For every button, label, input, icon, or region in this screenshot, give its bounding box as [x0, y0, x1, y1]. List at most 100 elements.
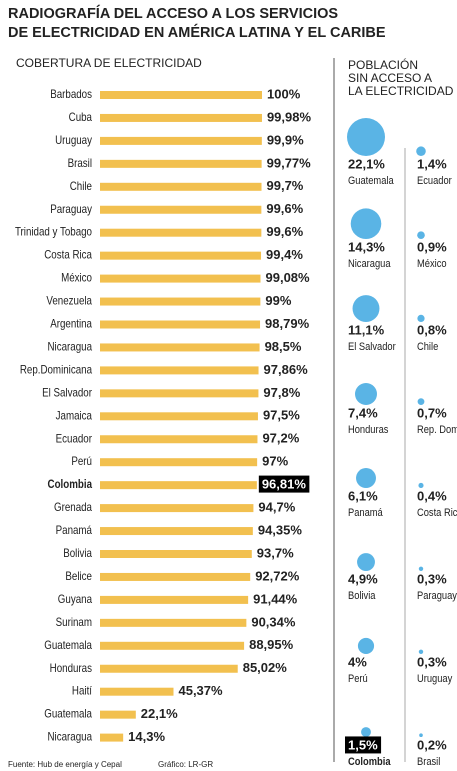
bubble	[416, 146, 426, 156]
bar	[100, 710, 136, 719]
category-label: Colombia	[48, 478, 93, 491]
bar	[100, 297, 261, 306]
category-label: Panamá	[56, 524, 92, 537]
source: Fuente: Hub de energía y Cepal	[8, 760, 122, 769]
category-label: México	[417, 258, 447, 270]
bar	[100, 389, 259, 398]
category-label: Colombia	[348, 756, 391, 768]
bar	[100, 572, 251, 581]
value-label: 90,34%	[251, 614, 296, 629]
category-label: Belice	[65, 570, 92, 583]
bubble	[350, 208, 382, 239]
category-label: Argentina	[50, 318, 92, 331]
category-label: Nicaragua	[348, 258, 391, 270]
category-label: Perú	[71, 456, 92, 469]
bubble	[361, 727, 371, 738]
bar	[100, 159, 262, 168]
bubble	[417, 398, 425, 405]
bar	[100, 412, 258, 421]
bar	[100, 527, 253, 536]
bar	[100, 550, 252, 558]
bar	[100, 504, 254, 513]
value-label: 99,9%	[267, 132, 304, 147]
category-label: México	[61, 272, 92, 285]
value-label: 0,9%	[417, 239, 447, 254]
bubble	[357, 637, 375, 655]
value-label: 91,44%	[253, 591, 298, 606]
bar	[100, 664, 238, 673]
bar	[100, 687, 174, 696]
bar	[100, 618, 247, 627]
category-label: Guatemala	[44, 708, 92, 721]
category-label: Venezuela	[46, 295, 92, 308]
category-label: Surinam	[56, 616, 92, 629]
category-label: Guatemala	[44, 639, 92, 652]
category-label: Cuba	[69, 111, 92, 124]
category-label: Honduras	[348, 424, 388, 436]
bubble	[352, 295, 380, 322]
value-label: 98,5%	[265, 339, 302, 354]
bar	[100, 91, 262, 99]
value-label: 1,5%	[348, 737, 378, 752]
bar	[100, 182, 262, 191]
value-label: 97,86%	[264, 362, 309, 377]
bar	[100, 595, 249, 604]
category-label: Barbados	[50, 88, 92, 101]
bar	[100, 136, 262, 145]
value-label: 11,1%	[348, 322, 385, 337]
category-label: Grenada	[54, 501, 92, 514]
highlight-box	[258, 475, 310, 493]
value-label: 99,77%	[267, 155, 312, 170]
title-line: RADIOGRAFÍA DEL ACCESO A LOS SERVICIOS	[8, 5, 338, 22]
bubble	[418, 482, 424, 488]
value-label: 99,98%	[267, 109, 312, 124]
category-label: Guyana	[58, 593, 92, 606]
bar	[100, 205, 262, 214]
category-label: Chile	[70, 180, 92, 193]
category-label: Bolivia	[63, 547, 92, 560]
category-label: Honduras	[50, 662, 92, 675]
value-label: 85,02%	[243, 660, 288, 675]
bubble	[355, 383, 377, 405]
value-label: 92,72%	[255, 568, 300, 583]
value-label: 22,1%	[348, 156, 385, 171]
category-label: Ecuador	[417, 175, 452, 187]
category-label: Jamaica	[56, 410, 92, 423]
bar	[100, 274, 261, 283]
value-label: 0,7%	[417, 405, 447, 420]
category-label: Costa Rica	[44, 249, 92, 262]
bubble-title: SIN ACCESO A	[348, 71, 432, 85]
value-label: 4%	[348, 654, 367, 669]
value-label: 94,35%	[258, 522, 303, 537]
bar	[100, 481, 257, 490]
value-label: 96,81%	[262, 477, 307, 492]
highlight-box	[345, 736, 382, 754]
bar	[100, 343, 260, 352]
bar	[100, 733, 124, 742]
value-label: 14,3%	[348, 239, 385, 254]
value-label: 98,79%	[265, 316, 310, 331]
value-label: 88,95%	[249, 637, 294, 652]
value-label: 7,4%	[348, 405, 378, 420]
value-label: 97,2%	[262, 431, 299, 446]
value-label: 0,3%	[417, 571, 447, 586]
category-label: Paraguay	[417, 590, 457, 602]
value-label: 0,4%	[417, 488, 447, 503]
value-label: 94,7%	[258, 500, 295, 515]
value-label: 97,8%	[263, 385, 300, 400]
category-label: Guatemala	[348, 175, 394, 187]
category-label: Trinidad y Tobago	[15, 226, 92, 239]
bubble	[417, 314, 425, 322]
bar	[100, 641, 245, 650]
category-label: Panamá	[348, 507, 383, 519]
category-label: Uruguay	[55, 134, 93, 147]
value-label: 4,9%	[348, 571, 378, 586]
category-label: Rep.Dominicana	[20, 364, 92, 377]
category-label: Bolivia	[348, 590, 376, 602]
bar	[100, 113, 262, 122]
bubble	[418, 566, 424, 571]
value-label: 97,5%	[263, 408, 300, 423]
value-label: 22,1%	[141, 706, 178, 721]
category-label: Rep. Dominicana	[417, 424, 457, 436]
